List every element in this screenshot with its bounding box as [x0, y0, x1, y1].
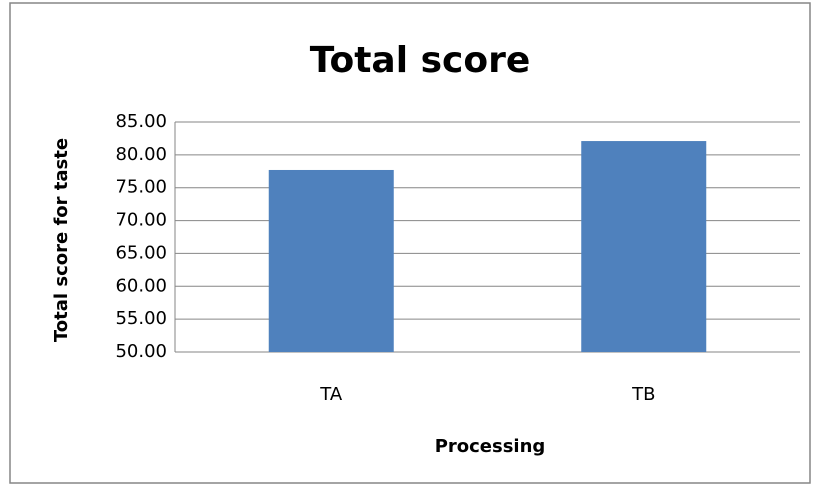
y-tick-label: 70.00	[115, 210, 167, 231]
y-tick-label: 85.00	[115, 111, 167, 132]
bar	[268, 169, 394, 352]
y-tick-label: 60.00	[115, 275, 167, 296]
bar	[581, 141, 707, 352]
chart-title: Total score	[310, 40, 531, 81]
y-tick-label: 80.00	[115, 144, 167, 165]
y-tick-label: 55.00	[115, 308, 167, 329]
x-axis-title: Processing	[435, 436, 546, 457]
x-tick-label: TB	[631, 384, 655, 405]
y-tick-label: 65.00	[115, 242, 167, 263]
y-tick-label: 75.00	[115, 177, 167, 198]
y-axis-title: Total score for taste	[51, 138, 72, 342]
x-tick-label: TA	[319, 384, 343, 405]
y-tick-label: 50.00	[115, 341, 167, 362]
